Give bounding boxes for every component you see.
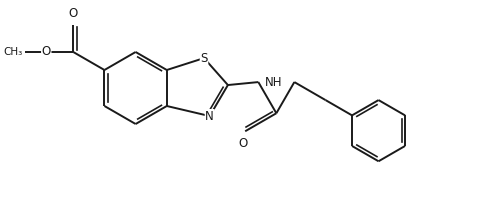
Text: O: O — [41, 46, 51, 58]
Text: S: S — [201, 52, 208, 65]
Text: N: N — [205, 109, 214, 123]
Text: O: O — [238, 137, 247, 150]
Text: CH₃: CH₃ — [3, 47, 22, 57]
Text: O: O — [68, 7, 78, 20]
Text: NH: NH — [265, 76, 282, 89]
